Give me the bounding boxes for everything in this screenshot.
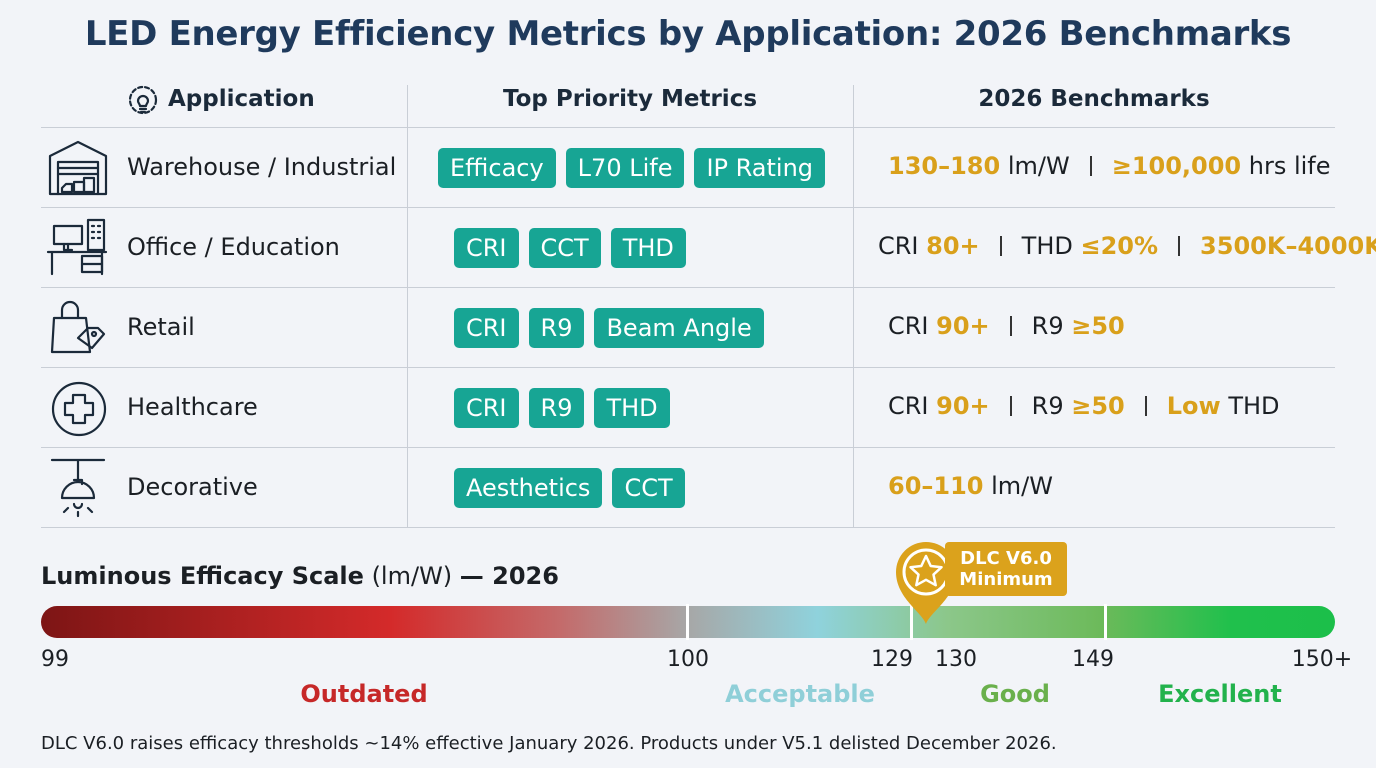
metric-tag: R9 — [528, 308, 585, 348]
warehouse-icon — [48, 140, 108, 196]
benchmark-text: 130–180 — [888, 152, 1001, 180]
badge-line: Minimum — [959, 569, 1053, 590]
separator — [1178, 236, 1181, 256]
scale-tick-label: 99 — [41, 647, 69, 672]
benchmark-text: ≥50 — [1071, 392, 1125, 420]
header-metrics: Top Priority Metrics — [502, 86, 758, 112]
scale-title: Luminous Efficacy Scale (lm/W) — 2026 — [41, 562, 559, 590]
application-name: Office / Education — [127, 233, 340, 261]
benchmark-text: Low — [1166, 392, 1221, 420]
scale-tick-label: 129 — [871, 647, 913, 672]
application-name: Decorative — [127, 473, 258, 501]
zone-label: Good — [980, 680, 1050, 708]
benchmark: CRI 90+ R9 ≥50 — [888, 312, 1125, 340]
decorative-icon — [50, 458, 106, 518]
separator — [1009, 316, 1012, 336]
scale-title-part: Luminous Efficacy Scale — [41, 562, 364, 590]
metric-tag: Efficacy — [438, 148, 556, 188]
footnote: DLC V6.0 raises efficacy thresholds ~14%… — [41, 733, 1057, 754]
application-icon — [128, 85, 158, 115]
scale-tick-label: 150+ — [1291, 647, 1353, 672]
benchmark-text: CRI — [878, 232, 927, 260]
title: LED Energy Efficiency Metrics by Applica… — [84, 14, 1292, 54]
metric-tag: CRI — [454, 308, 519, 348]
separator — [1089, 156, 1092, 176]
metric-tag: CRI — [454, 388, 519, 428]
metric-tag: Beam Angle — [594, 308, 764, 348]
benchmark: 60–110 lm/W — [888, 472, 1053, 500]
metric-tag: CCT — [528, 228, 601, 268]
scale-tick-label: 100 — [667, 647, 709, 672]
benchmark-text: 60–110 — [888, 472, 984, 500]
retail-icon — [50, 300, 106, 354]
separator — [1144, 396, 1147, 416]
column-divider — [853, 85, 854, 528]
scale-tick-label: 149 — [1072, 647, 1114, 672]
office-icon — [46, 218, 108, 276]
row-divider — [41, 367, 1335, 368]
benchmark-text: 3500K–4000K — [1200, 232, 1376, 260]
benchmark-text: lm/W — [983, 472, 1053, 500]
benchmark-text: THD — [1220, 392, 1280, 420]
benchmark-text: THD — [1021, 232, 1081, 260]
row-divider — [41, 287, 1335, 288]
zone-label: Acceptable — [725, 680, 875, 708]
zone-divider — [910, 604, 913, 640]
benchmark-text: 90+ — [936, 312, 990, 340]
separator — [1009, 396, 1012, 416]
row-divider — [41, 127, 1335, 128]
metric-tags: CRI R9 Beam Angle — [454, 308, 764, 348]
scale-title-part: (lm/W) — [363, 562, 460, 590]
benchmark-text: ≥50 — [1071, 312, 1125, 340]
benchmark-text: lm/W — [1000, 152, 1070, 180]
metric-tag: CRI — [454, 228, 519, 268]
metric-tag: THD — [594, 388, 670, 428]
benchmark: CRI 80+ THD ≤20% 3500K–4000K — [878, 232, 1376, 260]
benchmark-text: 90+ — [936, 392, 990, 420]
healthcare-icon — [51, 381, 107, 437]
zone-divider — [1104, 604, 1107, 640]
zone-divider — [686, 604, 689, 640]
benchmark-text: R9 — [1031, 312, 1072, 340]
metric-tags: CRI R9 THD — [454, 388, 670, 428]
benchmark-text: R9 — [1031, 392, 1072, 420]
benchmark-text: hrs life — [1241, 152, 1331, 180]
benchmark: 130–180 lm/W ≥100,000 hrs life — [888, 152, 1331, 180]
separator — [999, 236, 1002, 256]
column-divider — [407, 85, 408, 528]
metric-tag: R9 — [528, 388, 585, 428]
badge-label: DLC V6.0 Minimum — [945, 542, 1067, 596]
row-divider — [41, 207, 1335, 208]
metric-tag: THD — [610, 228, 686, 268]
application-name: Healthcare — [127, 393, 258, 421]
metric-tags: Aesthetics CCT — [454, 468, 685, 508]
badge-line: DLC V6.0 — [960, 548, 1052, 569]
benchmark-text: CRI — [888, 392, 937, 420]
benchmark: CRI 90+ R9 ≥50 Low THD — [888, 392, 1280, 420]
metric-tag: IP Rating — [694, 148, 826, 188]
metric-tag: Aesthetics — [454, 468, 603, 508]
zone-label: Outdated — [300, 680, 428, 708]
scale-tick-label: 130 — [935, 647, 977, 672]
benchmark-text: CRI — [888, 312, 937, 340]
benchmark-text: 80+ — [926, 232, 980, 260]
metric-tag: CCT — [612, 468, 685, 508]
metric-tags: CRI CCT THD — [454, 228, 686, 268]
application-name: Warehouse / Industrial — [127, 153, 397, 181]
application-name: Retail — [127, 313, 195, 341]
metric-tags: Efficacy L70 Life IP Rating — [438, 148, 826, 188]
benchmark-text: ≥100,000 — [1111, 152, 1242, 180]
scale-title-part: — 2026 — [459, 562, 559, 590]
row-divider — [41, 527, 1335, 528]
metric-tag: L70 Life — [565, 148, 685, 188]
header-benchmarks: 2026 Benchmarks — [978, 86, 1210, 112]
header-application: Application — [168, 86, 315, 112]
row-divider — [41, 447, 1335, 448]
benchmark-text: ≤20% — [1080, 232, 1159, 260]
zone-label: Excellent — [1158, 680, 1282, 708]
